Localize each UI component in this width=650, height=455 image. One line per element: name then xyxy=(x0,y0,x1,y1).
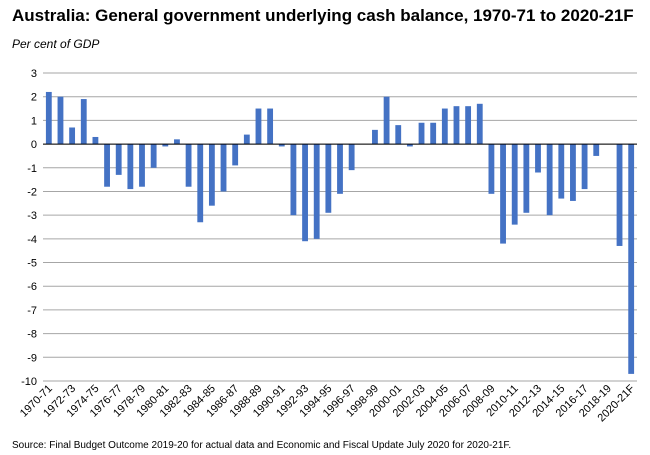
bar xyxy=(337,144,343,194)
y-tick-label: 3 xyxy=(31,68,37,80)
bar xyxy=(348,144,355,171)
bar xyxy=(453,106,460,145)
bar xyxy=(92,136,99,145)
bar xyxy=(150,144,157,168)
bar xyxy=(523,144,530,213)
bar xyxy=(593,144,600,156)
bar xyxy=(418,122,425,145)
bar xyxy=(302,144,308,242)
y-tick-label: -4 xyxy=(27,234,37,246)
y-tick-label: -9 xyxy=(27,352,37,364)
y-tick-label: -1 xyxy=(27,163,37,175)
bar xyxy=(313,144,320,239)
bar xyxy=(162,144,169,147)
y-tick-label: -6 xyxy=(27,281,37,293)
y-tick-label: 2 xyxy=(31,92,37,104)
bar xyxy=(290,144,297,216)
bar xyxy=(430,122,437,145)
bar xyxy=(325,144,332,213)
bar xyxy=(220,144,227,192)
bar xyxy=(57,96,64,145)
bar xyxy=(395,125,402,145)
bar xyxy=(465,106,472,145)
bar xyxy=(232,144,239,166)
bar xyxy=(45,91,52,145)
bar xyxy=(174,139,180,145)
bar xyxy=(372,129,378,145)
y-tick-label: -8 xyxy=(27,329,37,341)
source-note: Source: Final Budget Outcome 2019-20 for… xyxy=(12,440,512,451)
bar xyxy=(255,108,262,145)
y-tick-label: 1 xyxy=(31,115,37,127)
bar xyxy=(267,108,274,145)
y-tick-label: -7 xyxy=(27,305,37,317)
bar xyxy=(127,144,134,190)
bar xyxy=(488,144,495,194)
bar xyxy=(500,144,506,244)
bar xyxy=(383,96,390,145)
y-axis-label: Per cent of GDP xyxy=(12,37,100,51)
bar xyxy=(185,144,192,187)
bar xyxy=(570,144,576,201)
bar xyxy=(139,144,145,187)
y-tick-label: -2 xyxy=(27,186,37,198)
bar xyxy=(104,144,110,187)
chart-title: Australia: General government underlying… xyxy=(12,6,634,25)
bar xyxy=(616,144,623,246)
y-tick-label: -10 xyxy=(21,376,37,388)
bar xyxy=(69,127,76,145)
bar xyxy=(558,144,565,199)
y-tick-label: -3 xyxy=(27,210,37,222)
bar xyxy=(581,144,588,190)
bar xyxy=(115,144,122,175)
y-tick-label: -5 xyxy=(27,258,37,270)
bar xyxy=(197,144,204,223)
bar xyxy=(80,99,87,145)
bar xyxy=(476,103,483,145)
y-tick-label: 0 xyxy=(31,139,37,151)
bar xyxy=(511,144,518,225)
bar xyxy=(535,144,541,173)
bar xyxy=(243,134,250,145)
bar xyxy=(406,144,413,147)
bar xyxy=(441,108,448,145)
bar xyxy=(628,144,635,374)
bar xyxy=(208,144,215,206)
bar xyxy=(278,144,285,147)
bar xyxy=(546,144,553,216)
